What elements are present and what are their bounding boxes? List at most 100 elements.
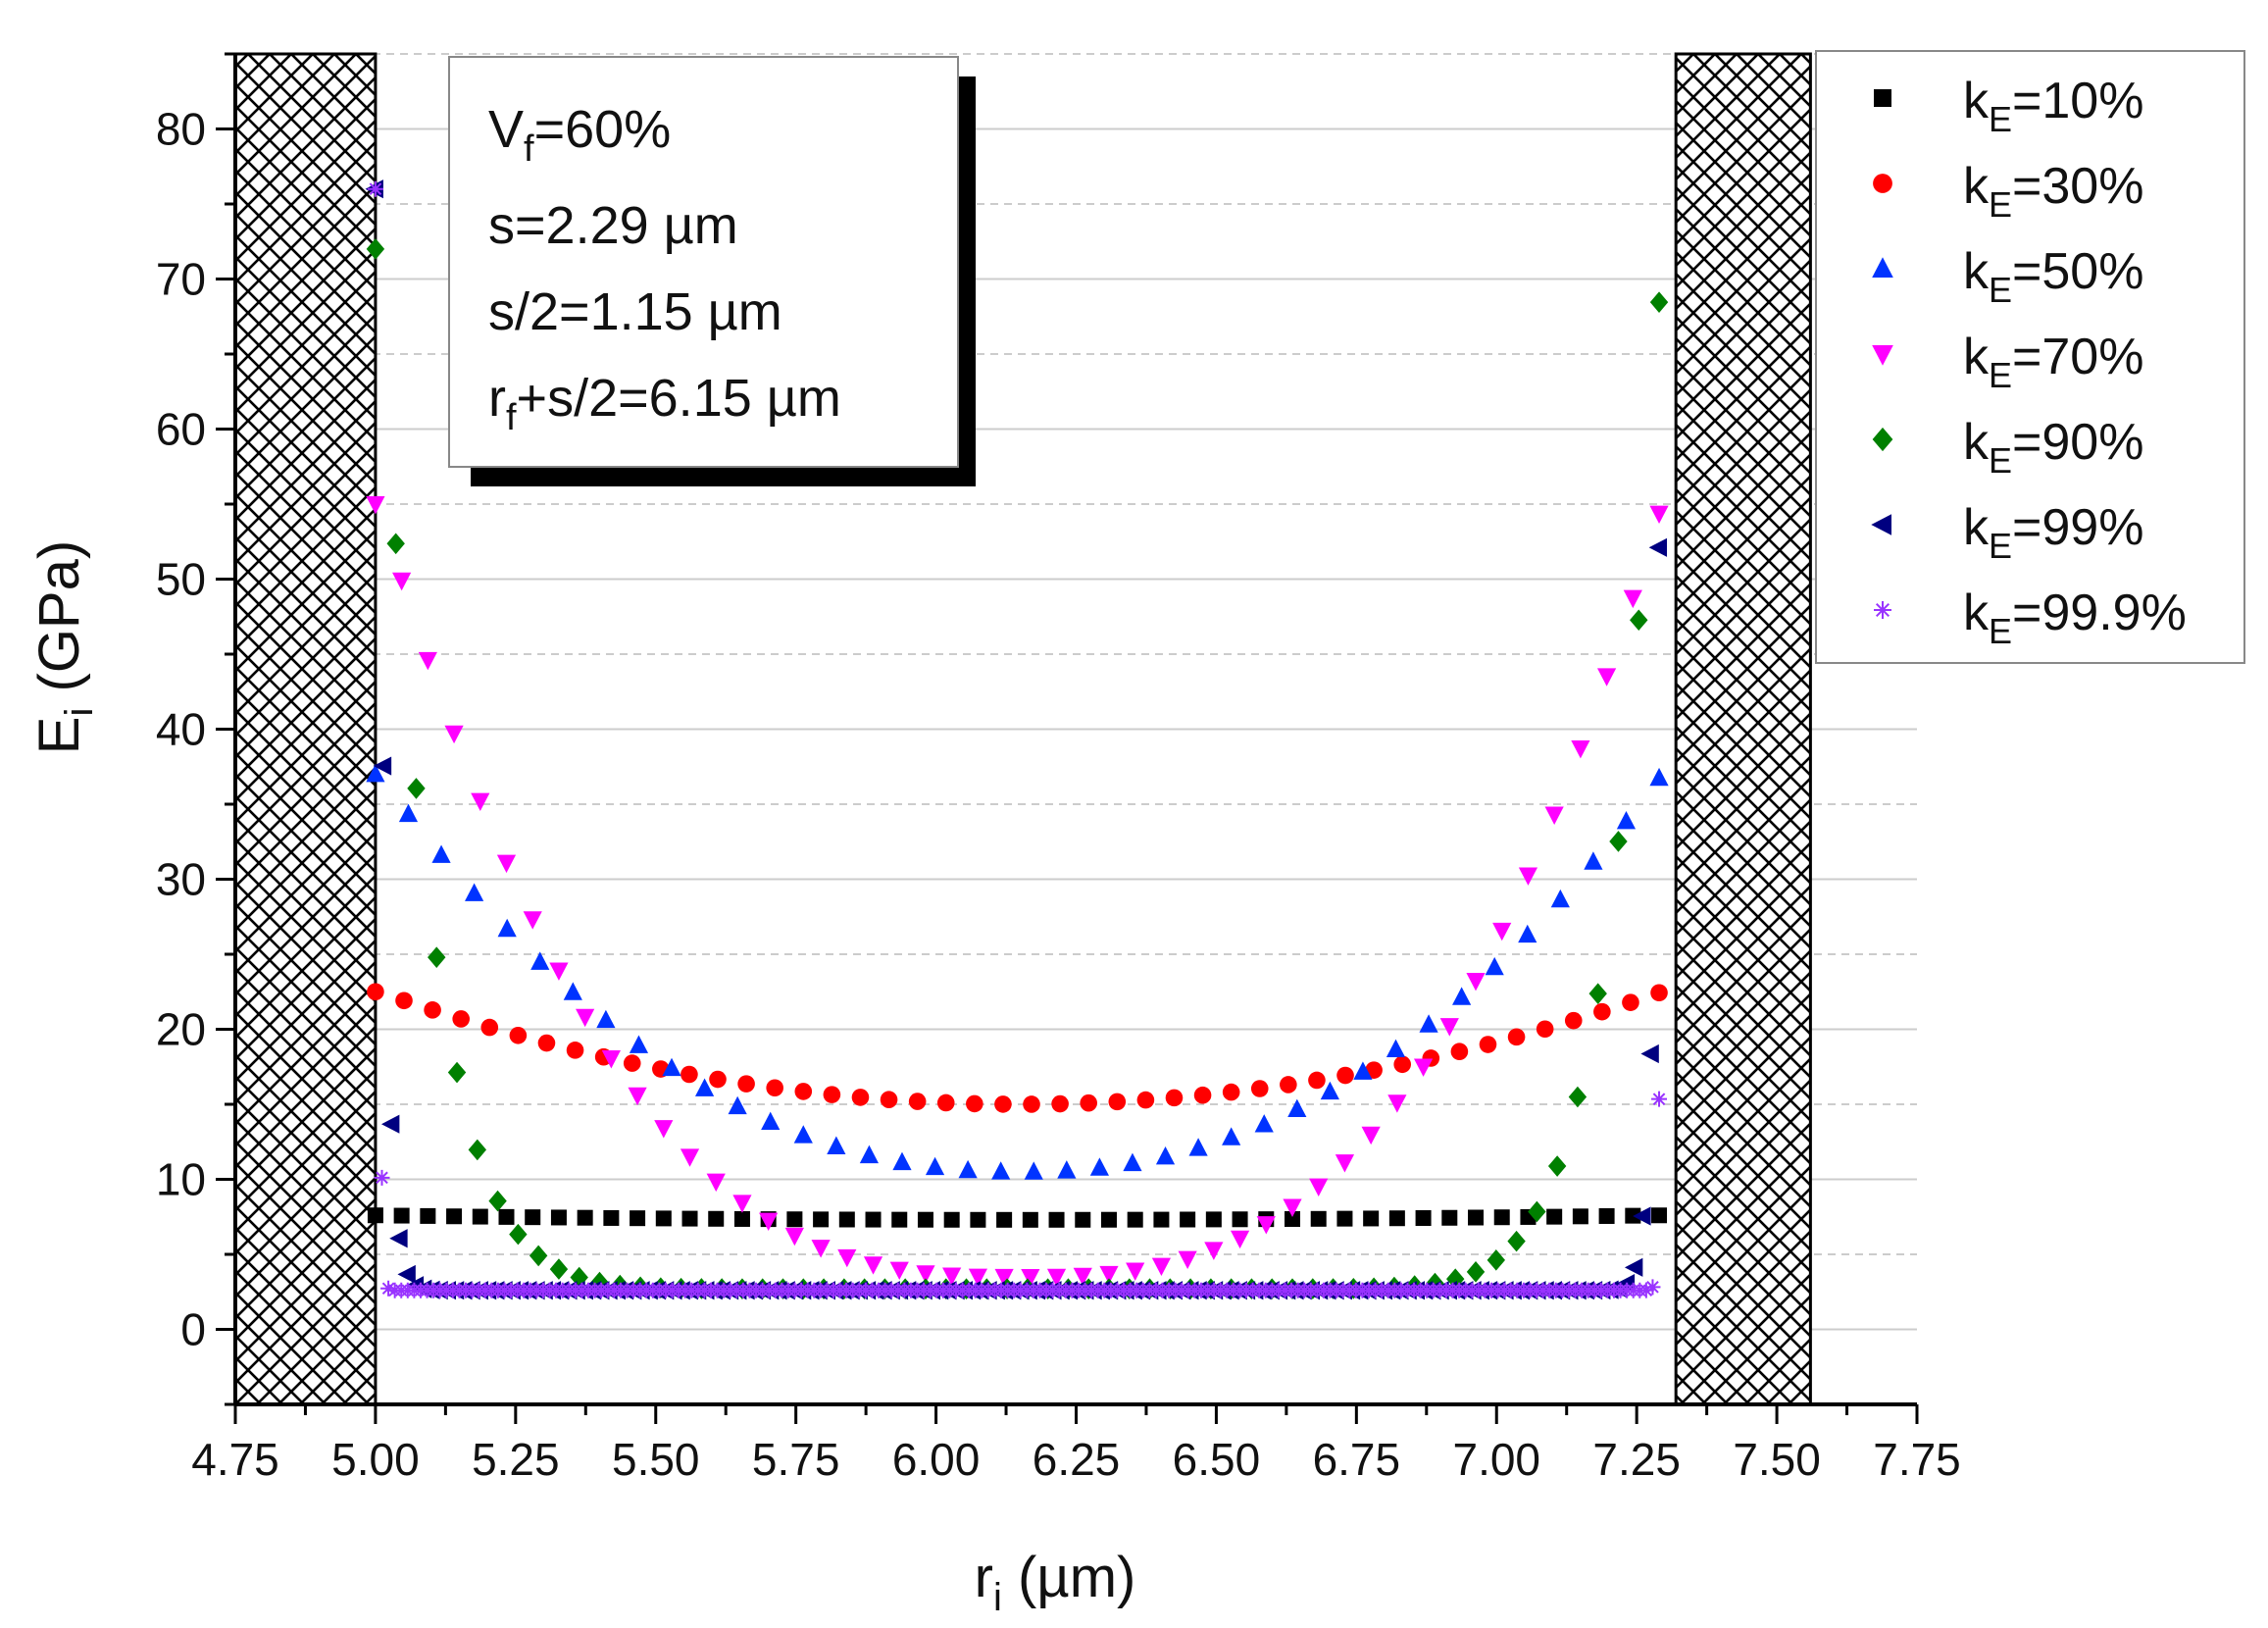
data-point <box>496 854 517 874</box>
x-tick-label: 7.00 <box>1452 1434 1540 1485</box>
data-point <box>577 1209 593 1226</box>
legend-item: kE=99.9% <box>1874 585 2187 651</box>
data-point <box>1546 1208 1563 1225</box>
data-point <box>1598 1207 1615 1224</box>
legend-item: kE=30% <box>1873 158 2143 225</box>
data-point <box>424 1001 441 1019</box>
data-point <box>420 1207 436 1224</box>
y-tick-label: 80 <box>156 104 206 155</box>
x-tick-label: 4.75 <box>191 1434 279 1485</box>
data-point <box>1536 1020 1554 1039</box>
data-point <box>1630 609 1648 632</box>
data-point <box>943 1211 960 1228</box>
data-point <box>1419 1014 1438 1033</box>
data-point <box>1649 767 1669 787</box>
x-tick-label: 7.50 <box>1733 1434 1821 1485</box>
data-point <box>393 1207 410 1224</box>
data-point <box>837 1248 857 1268</box>
data-point <box>786 1211 803 1228</box>
data-point <box>1320 1081 1339 1100</box>
data-point <box>550 1209 567 1226</box>
data-point <box>728 1095 747 1115</box>
data-point <box>1089 1157 1109 1176</box>
data-point <box>891 1211 908 1228</box>
data-point <box>1452 987 1472 1005</box>
x-axis-title: ri (µm) <box>975 1546 1136 1619</box>
data-point <box>706 1173 726 1193</box>
data-point <box>1624 1257 1643 1277</box>
data-point <box>1572 1208 1588 1225</box>
data-point <box>529 1245 548 1267</box>
data-point <box>1466 973 1486 992</box>
data-point <box>603 1209 620 1226</box>
data-point <box>498 1208 515 1225</box>
data-point <box>1051 1094 1069 1113</box>
data-point <box>994 1268 1014 1288</box>
data-point <box>1644 1279 1661 1296</box>
data-point <box>395 992 413 1010</box>
data-point <box>431 844 451 863</box>
info-line-half-s: s/2=1.15 µm <box>488 282 782 341</box>
axes <box>216 52 1919 1424</box>
data-point <box>380 1280 397 1297</box>
data-point <box>623 1054 641 1072</box>
data-point <box>549 1258 569 1280</box>
data-point <box>942 1267 962 1286</box>
y-tick-labels: 0 10 20 30 40 50 60 70 80 <box>156 104 206 1355</box>
data-point <box>966 1094 983 1113</box>
data-point <box>917 1211 933 1228</box>
data-point <box>1485 956 1504 976</box>
data-point <box>1151 1257 1172 1276</box>
info-line-s: s=2.29 µm <box>488 196 738 255</box>
data-point <box>488 1190 507 1212</box>
data-point <box>1136 1091 1155 1109</box>
data-point <box>373 756 392 776</box>
series-k-e-30- <box>367 983 1668 1113</box>
data-point <box>452 1010 470 1028</box>
data-point <box>367 180 383 197</box>
data-point <box>1441 1209 1458 1226</box>
data-point <box>1230 1230 1250 1249</box>
data-point <box>863 1256 883 1275</box>
data-point <box>447 1061 467 1084</box>
data-point <box>793 1125 813 1144</box>
data-point <box>566 1042 584 1059</box>
data-point <box>1439 1018 1459 1037</box>
data-point <box>925 1156 945 1176</box>
data-point <box>970 1211 986 1228</box>
data-point <box>444 725 464 744</box>
data-point <box>827 1136 846 1154</box>
data-point <box>576 1008 595 1028</box>
data-point <box>1308 1071 1326 1090</box>
data-point <box>1584 851 1603 870</box>
legend-item: kE=70% <box>1872 329 2143 395</box>
legend-marker <box>1873 174 1892 193</box>
series-k-e-99-9- <box>367 180 1668 1298</box>
data-point <box>1487 1249 1505 1271</box>
data-point <box>1651 1091 1668 1107</box>
y-tick-label: 30 <box>156 854 206 905</box>
data-point <box>509 1027 528 1044</box>
data-point <box>468 1139 487 1161</box>
x-tick-label: 6.25 <box>1033 1434 1121 1485</box>
data-point <box>732 1195 752 1213</box>
legend-item: kE=10% <box>1874 73 2143 139</box>
data-point <box>1023 1095 1040 1113</box>
data-point <box>1153 1211 1170 1228</box>
data-point <box>1633 1206 1651 1226</box>
x-tick-label: 7.25 <box>1592 1434 1681 1485</box>
data-point <box>398 803 419 823</box>
data-point <box>1335 1154 1355 1173</box>
data-point <box>1518 924 1537 943</box>
data-point <box>1597 668 1617 687</box>
data-point <box>1648 537 1668 557</box>
data-point <box>628 1087 647 1106</box>
data-point <box>865 1211 882 1228</box>
info-box-frame <box>448 56 959 468</box>
data-point <box>1073 1267 1092 1287</box>
data-point <box>1022 1211 1038 1228</box>
data-point <box>737 1075 755 1093</box>
legend-marker <box>1872 257 1893 278</box>
data-point <box>1568 1086 1588 1108</box>
legend-item: kE=99% <box>1871 499 2143 566</box>
